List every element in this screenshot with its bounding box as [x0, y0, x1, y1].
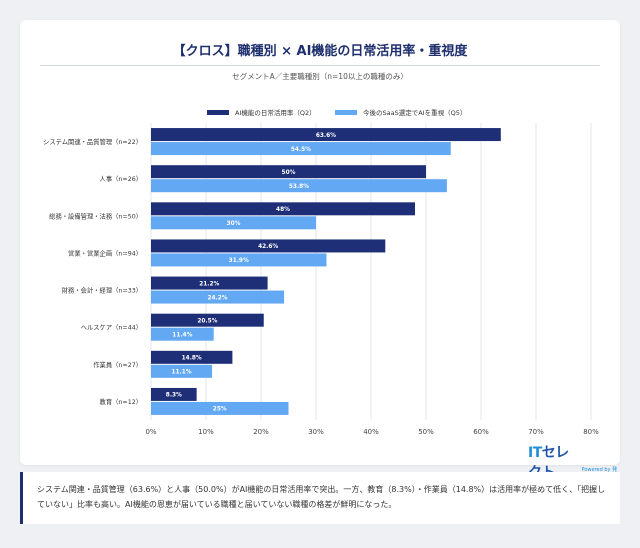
x-tick-label: 70%: [528, 428, 544, 436]
data-label: 20.5%: [197, 318, 217, 324]
bar-q5: [151, 216, 316, 230]
data-label: 21.2%: [199, 281, 219, 287]
legend-item-q2: AI機能の日常活用率（Q2）: [207, 107, 316, 117]
legend-label-q5: 今後のSaaS選定でAIを重視（Q5）: [363, 109, 467, 117]
chart-title: 【クロス】職種別 × AI機能の日常活用率・重視度: [172, 44, 468, 59]
x-tick-label: 10%: [198, 428, 214, 436]
legend-swatch-q5: [335, 109, 357, 115]
data-label: 53.8%: [289, 184, 309, 190]
legend-item-q5: 今後のSaaS選定でAIを重視（Q5）: [335, 107, 466, 117]
data-label: 48%: [276, 207, 290, 213]
data-label: 30%: [227, 221, 241, 227]
legend-swatch-q2: [207, 109, 229, 115]
data-label: 50%: [282, 170, 296, 176]
title-divider: [40, 65, 600, 66]
data-label: 63.6%: [316, 133, 336, 139]
category-label: 財務・会計・経理（n=33）: [62, 286, 142, 295]
logo-text-it: IT: [528, 445, 542, 461]
x-tick-label: 40%: [363, 428, 379, 436]
data-label: 31.9%: [229, 258, 249, 264]
x-tick-label: 0%: [145, 428, 156, 436]
category-label: 人事（n=26）: [100, 174, 142, 183]
bar-q2: [151, 387, 197, 401]
data-label: 25%: [213, 407, 227, 413]
category-label: 営業・営業企画（n=94）: [68, 248, 142, 257]
bar-q5: [151, 179, 447, 193]
bar-q2: [151, 202, 415, 216]
category-label: 教育（n=12）: [100, 397, 142, 406]
x-tick-label: 50%: [418, 428, 434, 436]
bar-q5: [151, 253, 327, 267]
category-label: ヘルスケア（n=44）: [81, 324, 142, 332]
bar-q5: [151, 401, 289, 415]
bar-q2: [151, 313, 264, 327]
category-label: 作業員（n=27）: [93, 360, 142, 369]
bar-q5: [151, 142, 451, 156]
bar-q5: [151, 290, 285, 304]
data-label: 11.1%: [171, 370, 191, 376]
category-label: システム関連・品質管理（n=22）: [43, 137, 142, 146]
data-label: 8.3%: [166, 393, 182, 399]
bar-q5: [151, 327, 214, 341]
bar-q5: [151, 364, 213, 378]
bar-q2: [151, 350, 233, 364]
bar-q2: [151, 165, 426, 179]
data-label: 14.8%: [182, 356, 202, 362]
x-tick-label: 20%: [253, 428, 269, 436]
x-tick-label: 30%: [308, 428, 324, 436]
data-label: 42.6%: [258, 244, 278, 250]
legend-label-q2: AI機能の日常活用率（Q2）: [235, 109, 316, 117]
data-label: 54.5%: [291, 147, 311, 153]
bar-chart: 0% 10% 20% 30% 40% 50% 60% 70% 80% システム関連・品質管理（n=…: [43, 123, 599, 436]
x-tick-label: 60%: [473, 428, 489, 436]
bar-q2: [151, 276, 268, 290]
bar-q2: [151, 128, 501, 142]
chart-card: 【クロス】職種別 × AI機能の日常活用率・重視度 セグメントA／主要職種別（n…: [20, 20, 620, 481]
x-tick-label: 80%: [583, 428, 599, 436]
chart-subtitle: セグメントA／主要職種別（n=10以上の職種のみ）: [232, 72, 408, 81]
summary-note: システム関連・品質管理（63.6%）と人事（50.0%）がAI機能の日常活用率で…: [20, 472, 620, 524]
bar-q2: [151, 239, 386, 253]
data-label: 11.4%: [172, 332, 192, 338]
category-label: 総務・設備管理・法務（n=50）: [49, 211, 142, 220]
data-label: 24.2%: [207, 295, 227, 301]
